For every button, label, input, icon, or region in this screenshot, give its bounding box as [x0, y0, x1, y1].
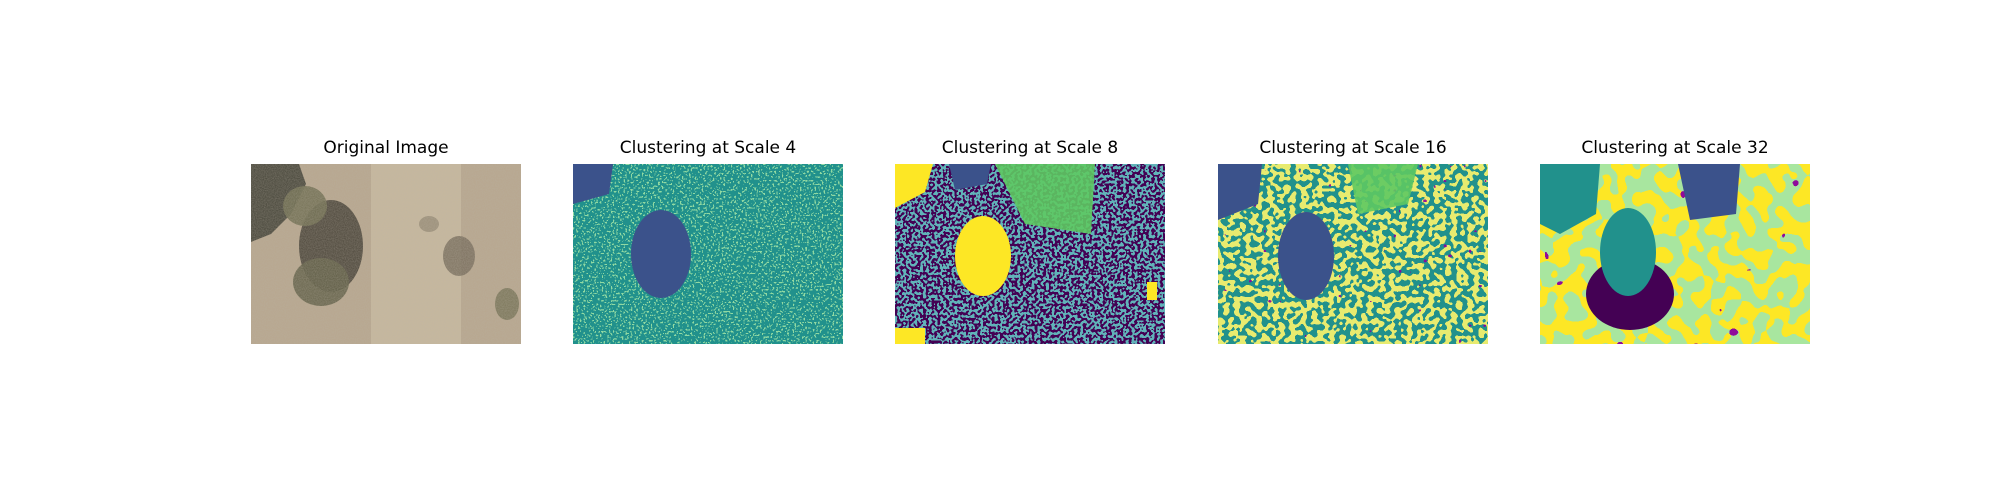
- cluster-map-scale-32: [1540, 164, 1810, 344]
- cluster-region-blob: [1600, 208, 1656, 296]
- panel-title: Clustering at Scale 4: [619, 138, 797, 158]
- cluster-map-scale-8: [895, 164, 1165, 344]
- panel-title: Clustering at Scale 32: [1581, 138, 1769, 158]
- original-photo: [251, 164, 521, 344]
- cluster-region-blob: [1278, 212, 1334, 300]
- panel-title: Clustering at Scale 16: [1259, 138, 1447, 158]
- cluster-region-blob: [631, 210, 691, 298]
- panel-title: Original Image: [323, 138, 449, 158]
- panel-title: Clustering at Scale 8: [941, 138, 1119, 158]
- cluster-map-scale-16: [1218, 164, 1488, 344]
- cluster-map-scale-4: [573, 164, 843, 344]
- cluster-region-blob: [955, 216, 1011, 296]
